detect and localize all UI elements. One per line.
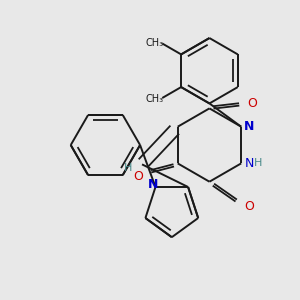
Text: H: H: [124, 163, 132, 173]
Text: N: N: [244, 120, 254, 133]
Text: H: H: [254, 158, 262, 168]
Text: N: N: [148, 178, 159, 190]
Text: O: O: [133, 170, 143, 183]
Text: CH₃: CH₃: [146, 94, 164, 104]
Text: CH₃: CH₃: [146, 38, 164, 47]
Text: O: O: [247, 97, 257, 110]
Text: N: N: [244, 157, 254, 170]
Text: O: O: [244, 200, 254, 213]
